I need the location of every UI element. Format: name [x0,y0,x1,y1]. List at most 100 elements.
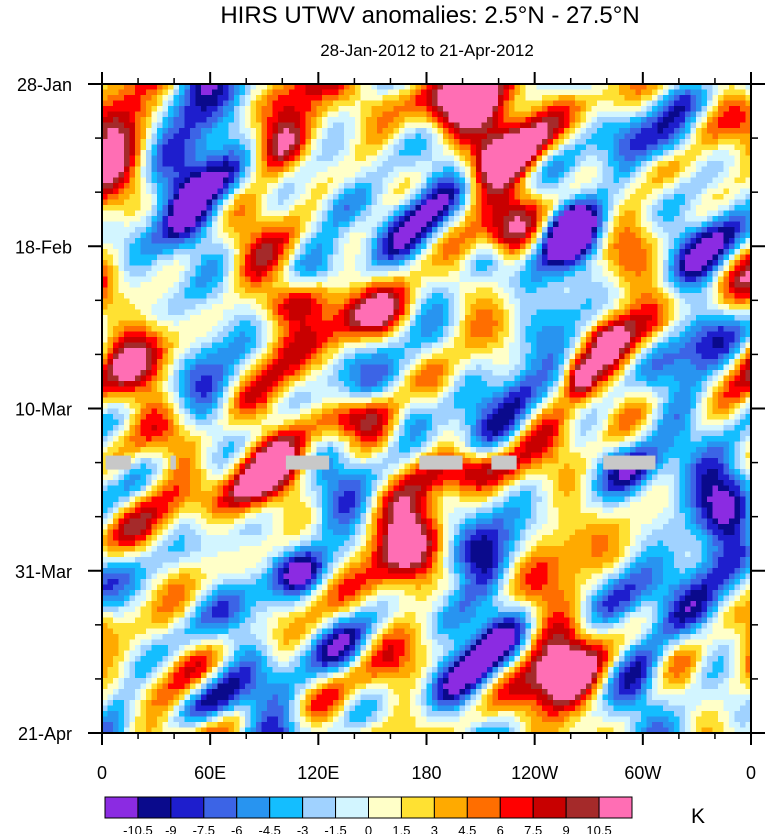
field-cell [569,265,576,272]
field-cell [107,133,114,140]
field-cell [124,232,131,239]
field-cell [630,260,637,267]
field-cell [327,298,334,305]
field-cell [107,100,114,107]
field-cell [426,304,433,311]
field-cell [239,155,246,162]
field-cell [294,298,301,305]
field-cell [272,205,279,212]
field-cell [646,276,653,283]
field-cell [289,210,296,217]
field-cell [300,271,307,278]
field-cell [234,144,241,151]
field-cell [459,161,466,168]
field-cell [184,111,191,118]
field-cell [410,89,417,96]
field-cell [234,254,241,261]
field-cell [272,117,279,124]
field-cell [327,100,334,107]
field-cell [146,139,153,146]
field-cell [360,89,367,96]
field-cell [102,117,109,124]
field-cell [327,188,334,195]
field-cell [168,227,175,234]
field-cell [261,309,268,316]
field-cell [707,177,714,184]
field-cell [498,84,505,91]
field-cell [157,95,164,102]
field-cell [542,210,549,217]
field-cell [151,166,158,173]
field-cell [426,139,433,146]
field-cell [217,282,224,289]
field-cell [707,232,714,239]
field-cell [223,216,230,223]
field-cell [602,249,609,256]
field-cell [118,111,125,118]
field-cell [190,210,197,217]
field-cell [701,117,708,124]
field-cell [173,144,180,151]
field-cell [503,254,510,261]
field-cell [630,155,637,162]
field-cell [388,309,395,316]
field-cell [503,106,510,113]
field-cell [206,177,213,184]
field-cell [542,172,549,179]
field-cell [190,199,197,206]
field-cell [437,254,444,261]
field-cell [663,155,670,162]
field-cell [586,287,593,294]
field-cell [173,188,180,195]
field-cell [580,188,587,195]
field-cell [597,139,604,146]
field-cell [179,89,186,96]
field-cell [151,188,158,195]
field-cell [712,238,719,245]
field-cell [569,282,576,289]
field-cell [311,95,318,102]
field-cell [256,199,263,206]
field-cell [465,183,472,190]
field-cell [140,293,147,300]
field-cell [129,249,136,256]
field-cell [168,238,175,245]
field-cell [102,144,109,151]
field-cell [388,287,395,294]
field-cell [267,183,274,190]
field-cell [443,84,450,91]
field-cell [426,111,433,118]
field-cell [338,194,345,201]
field-cell [536,249,543,256]
field-cell [613,144,620,151]
field-cell [415,293,422,300]
field-cell [553,276,560,283]
field-cell [498,232,505,239]
field-cell [355,106,362,113]
field-cell [613,271,620,278]
field-cell [239,298,246,305]
field-cell [498,304,505,311]
field-cell [426,155,433,162]
field-cell [564,84,571,91]
field-cell [146,304,153,311]
field-cell [514,95,521,102]
field-cell [652,298,659,305]
field-cell [278,293,285,300]
field-cell [591,177,598,184]
field-cell [382,276,389,283]
field-cell [162,199,169,206]
field-cell [448,133,455,140]
field-cell [520,199,527,206]
field-cell [151,194,158,201]
field-cell [124,216,131,223]
field-cell [404,282,411,289]
field-cell [520,117,527,124]
field-cell [663,133,670,140]
field-cell [239,304,246,311]
field-cell [107,238,114,245]
field-cell [289,139,296,146]
field-cell [146,194,153,201]
field-cell [294,84,301,91]
field-cell [597,260,604,267]
